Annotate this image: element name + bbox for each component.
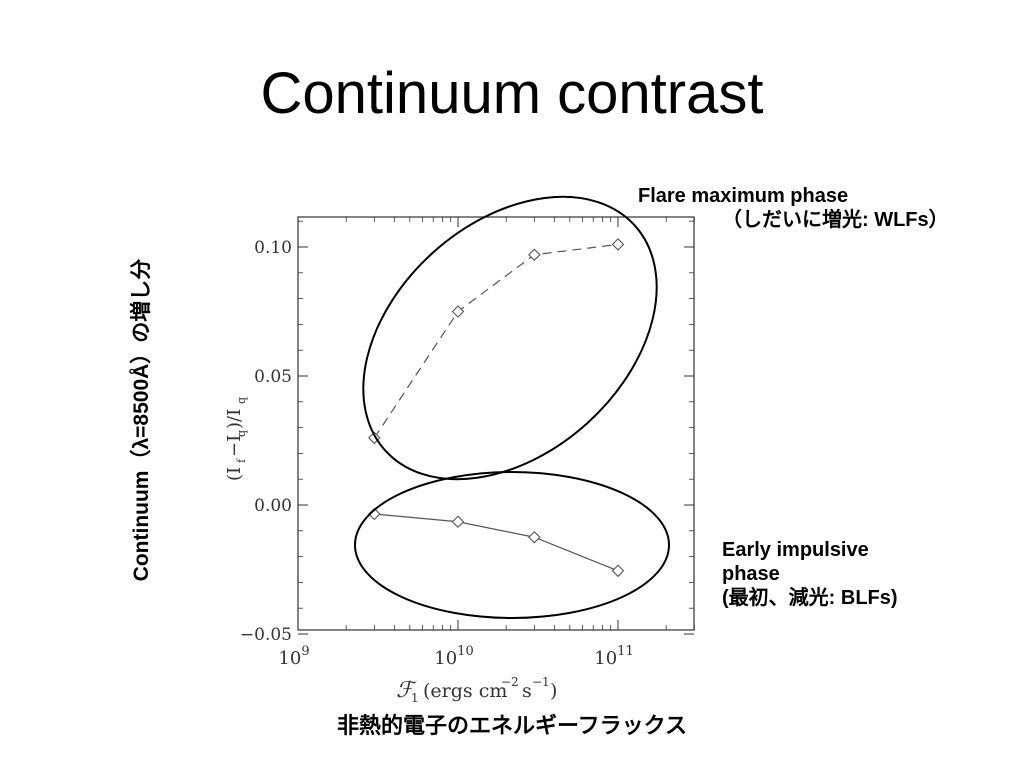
annotation-top-line1: Flare maximum phase bbox=[638, 185, 849, 207]
svg-text:s: s bbox=[522, 680, 532, 702]
svg-text:f: f bbox=[235, 458, 248, 463]
series-1-point bbox=[528, 248, 541, 262]
series-2-line bbox=[374, 513, 619, 572]
svg-text:ℱ: ℱ bbox=[396, 678, 417, 703]
x-tick-label: 109 bbox=[278, 644, 309, 669]
x-tick-label: 1010 bbox=[434, 644, 473, 669]
svg-text:q: q bbox=[235, 430, 248, 437]
svg-text:−1: −1 bbox=[532, 675, 550, 689]
flare-maximum-annotation: Flare maximum phase （しだいに増光: WLFs） bbox=[638, 184, 949, 232]
plot-frame bbox=[297, 216, 695, 631]
y-axis-label: (I f −I q )/I q bbox=[224, 397, 248, 481]
annotation-bottom-line3: (最初、減光: BLFs) bbox=[722, 587, 898, 609]
svg-text:)/I: )/I bbox=[224, 409, 245, 429]
annotation-top-line2: （しだいに増光: WLFs） bbox=[722, 209, 949, 231]
max-phase-ellipse bbox=[362, 195, 658, 481]
y-tick-label: 0.10 bbox=[254, 238, 292, 258]
series-group bbox=[368, 238, 625, 578]
x-tick-label: 1011 bbox=[594, 644, 633, 669]
early-impulsive-annotation: Early impulsive phase (最初、減光: BLFs) bbox=[722, 538, 898, 610]
x-axis-label: ℱ 1 (ergs cm −2 s −1 ) bbox=[396, 675, 557, 705]
annotation-bottom-line1: Early impulsive bbox=[722, 539, 869, 561]
series-1-line bbox=[373, 243, 619, 439]
svg-text:−2: −2 bbox=[501, 675, 519, 689]
series-2-point bbox=[611, 564, 625, 578]
axis-ticks: −0.05 0.00 0.05 0.10 109 1010 1011 bbox=[240, 217, 695, 669]
svg-text:−I: −I bbox=[224, 435, 245, 457]
series-1-point bbox=[611, 238, 625, 251]
y-tick-label: 0.00 bbox=[254, 496, 292, 516]
svg-text:): ) bbox=[550, 680, 557, 702]
svg-text:1: 1 bbox=[411, 691, 419, 705]
svg-text:q: q bbox=[235, 397, 248, 404]
svg-text:(I: (I bbox=[224, 467, 245, 481]
series-2-point bbox=[528, 530, 541, 544]
x-axis-annotation: 非熱的電子のエネルギーフラックス bbox=[336, 713, 688, 738]
annotation-bottom-line2: phase bbox=[722, 563, 780, 585]
y-tick-label: 0.05 bbox=[254, 367, 292, 387]
series-2-point bbox=[451, 515, 465, 529]
slide-title: Continuum contrast bbox=[260, 61, 764, 126]
series-1-point bbox=[451, 305, 465, 318]
y-tick-label: −0.05 bbox=[240, 625, 292, 645]
y-axis-annotation: Continuum（λ=8500Å）の増し分 bbox=[130, 258, 153, 582]
svg-text:(ergs cm: (ergs cm bbox=[423, 680, 507, 702]
impulsive-phase-ellipse bbox=[354, 471, 670, 619]
